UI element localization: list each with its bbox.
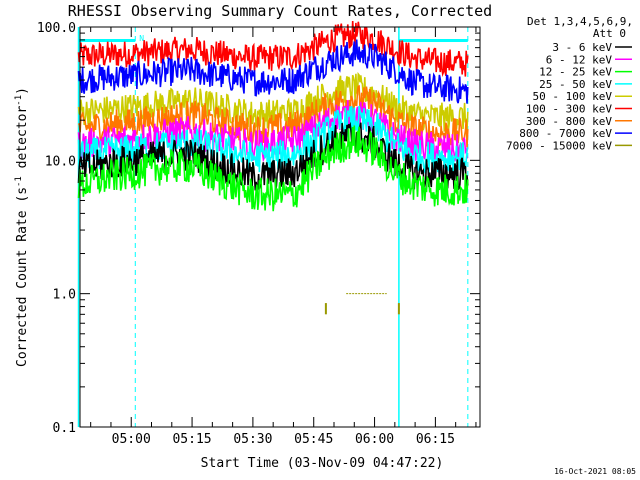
- attenuator-layer: [324, 293, 400, 315]
- night-bar: [398, 39, 468, 42]
- x-axis-label: Start Time (03-Nov-09 04:47:22): [201, 456, 444, 471]
- x-tick-label: 05:45: [294, 432, 333, 447]
- plot-frame: [79, 26, 481, 428]
- y-axis: 100.0 10.0 1.0 0.1: [37, 21, 480, 436]
- series-line: [77, 100, 469, 164]
- chart-title: RHESSI Observing Summary Count Rates, Co…: [68, 2, 492, 20]
- x-tick-label: 05:30: [233, 432, 272, 447]
- night-bar: [78, 39, 136, 42]
- y-axis-label: Corrected Count Rate (s-1 detector-1): [14, 87, 30, 367]
- legend-label: 12 - 25 keV: [539, 66, 612, 79]
- y-tick-label: 10.0: [45, 154, 76, 169]
- x-tick-label: 06:15: [416, 432, 455, 447]
- y-tick-label: 100.0: [37, 21, 76, 36]
- series-line: [77, 125, 469, 212]
- x-tick-label: 06:00: [355, 432, 394, 447]
- footer-timestamp: 16-Oct-2021 08:05: [554, 467, 636, 476]
- legend-label: 100 - 300 keV: [526, 103, 612, 116]
- x-tick-label: 05:15: [172, 432, 211, 447]
- series-line: [77, 39, 469, 104]
- legend-label: 6 - 12 keV: [546, 53, 613, 66]
- series-layer: [77, 20, 469, 212]
- legend-header-detectors: Det 1,3,4,5,6,9,: [527, 15, 633, 28]
- x-axis: 05:00 05:15 05:30 05:45 06:00 06:15: [90, 27, 477, 447]
- x-tick-label: 05:00: [112, 432, 151, 447]
- legend-label: 25 - 50 keV: [539, 78, 612, 91]
- night-label: N: [139, 34, 144, 43]
- legend-label: 7000 - 15000 keV: [506, 139, 612, 152]
- legend-label: 3 - 6 keV: [552, 41, 612, 54]
- legend-label: 800 - 7000 keV: [519, 127, 612, 140]
- series-line: [77, 20, 469, 78]
- y-tick-label: 0.1: [53, 421, 76, 436]
- y-tick-label: 1.0: [53, 288, 76, 303]
- legend-label: 50 - 100 keV: [533, 90, 613, 103]
- legend-header-attenuator: Att 0: [593, 27, 626, 40]
- legend-label: 300 - 800 keV: [526, 115, 612, 128]
